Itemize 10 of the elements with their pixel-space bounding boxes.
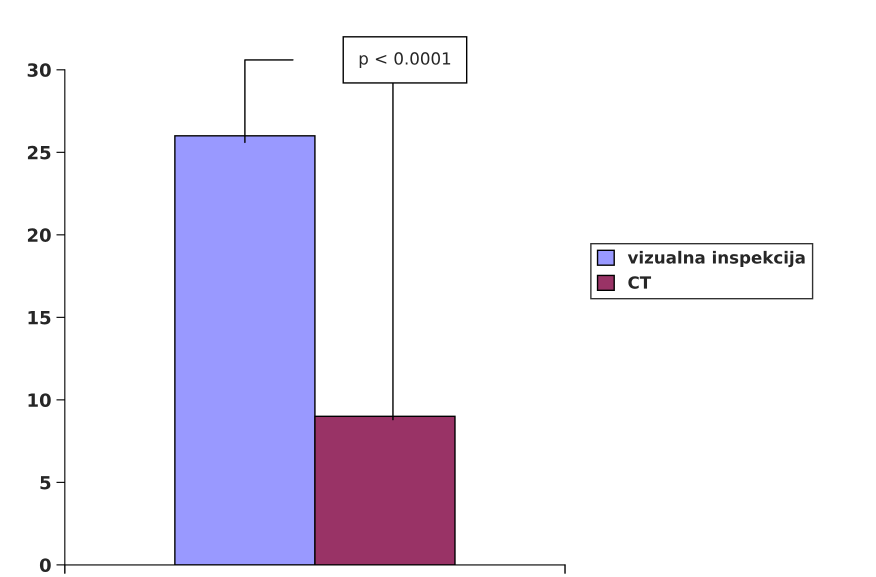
y-tick-label: 5 (40, 476, 50, 490)
y-tick-label: 25 (28, 146, 50, 160)
y-tick-label: 15 (28, 311, 50, 324)
legend-label: CT (628, 276, 652, 289)
y-tick-label: 30 (28, 63, 51, 77)
text: p < 0.0001 (360, 52, 450, 68)
y-tick-label: 10 (28, 393, 51, 407)
legend-label: vizualna inspekcija (628, 250, 805, 268)
y-tick-label: 20 (28, 228, 51, 242)
y-tick-label: 0 (40, 558, 51, 572)
